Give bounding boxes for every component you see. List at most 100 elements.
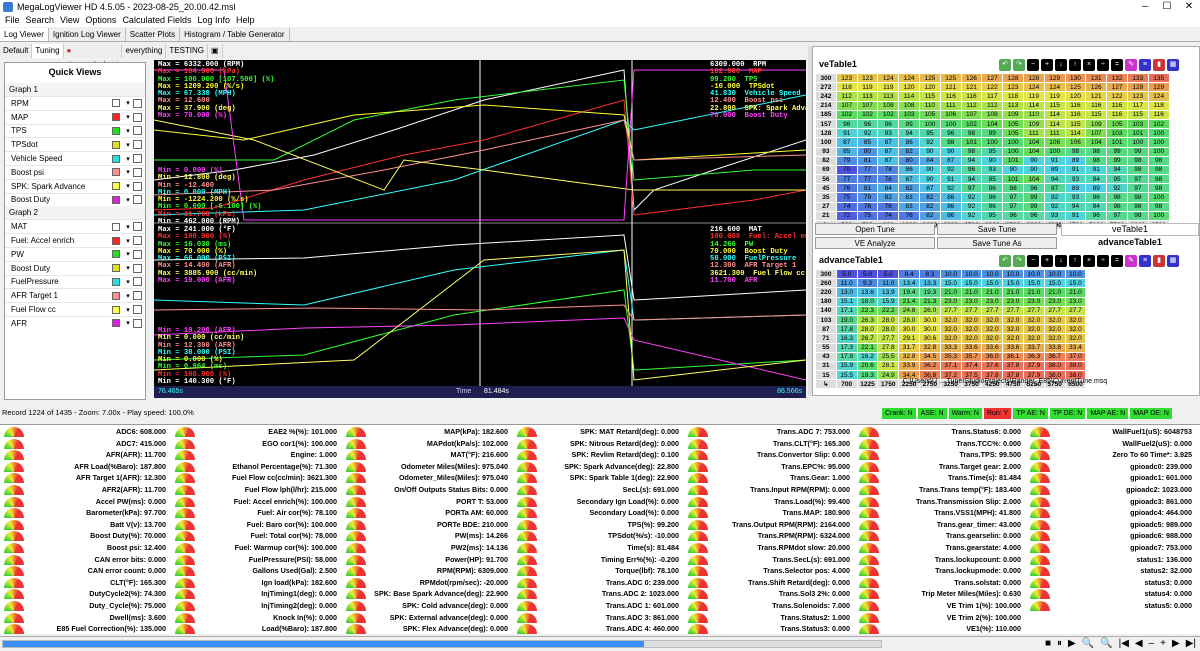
- gauge-row[interactable]: Trans.Selector pos: 4.000: [684, 565, 852, 577]
- table-cell[interactable]: 10.0: [1002, 268, 1024, 280]
- table-icon[interactable]: ▦: [1167, 255, 1179, 267]
- gauge-row[interactable]: Trans.RPMdot slow: 20.000: [684, 542, 852, 554]
- table-cell[interactable]: 32.0: [1022, 324, 1045, 335]
- gauge-row[interactable]: Duty_Cycle(%): 75.000: [0, 600, 168, 612]
- table-cell[interactable]: 117: [1126, 100, 1149, 111]
- table-cell[interactable]: 23.0: [1002, 296, 1024, 307]
- gauge-row[interactable]: MAP(kPa): 182.600: [342, 426, 510, 438]
- gauge-row[interactable]: status3: 0.000: [1026, 577, 1194, 589]
- tab-histogram[interactable]: Histogram / Table Generator: [180, 28, 290, 41]
- chevron-down-icon[interactable]: ▾: [126, 306, 130, 314]
- table-cell[interactable]: 28.0: [856, 324, 879, 335]
- gauge-row[interactable]: Trans.TPS: 99.500: [855, 449, 1023, 461]
- table-cell[interactable]: 92: [1106, 183, 1128, 194]
- table-cell[interactable]: 105: [1002, 118, 1024, 130]
- table-cell[interactable]: 15.0: [1043, 278, 1066, 289]
- table-cell[interactable]: 20.6: [856, 360, 879, 372]
- table-cell[interactable]: 96: [1085, 192, 1108, 203]
- table-cell[interactable]: 89: [1064, 155, 1087, 166]
- gauge-row[interactable]: gpioadc1: 601.000: [1026, 472, 1194, 484]
- zoom-plus-icon[interactable]: +: [1160, 638, 1166, 649]
- table-cell[interactable]: 82: [898, 146, 920, 157]
- table-cell[interactable]: 23.0: [939, 296, 962, 307]
- table-cell[interactable]: 95: [981, 146, 1004, 157]
- gauge-row[interactable]: Trans.Time(s): 81.484: [855, 472, 1023, 484]
- graph-canvas[interactable]: [154, 60, 806, 398]
- table-cell[interactable]: 21.4: [898, 296, 920, 307]
- gauge-row[interactable]: Power(HP): 91.700: [342, 554, 510, 566]
- field-checkbox[interactable]: [133, 263, 142, 273]
- table-cell[interactable]: 87: [877, 155, 900, 166]
- gauge-row[interactable]: TPS(%): 99.200: [513, 519, 681, 531]
- table-cell[interactable]: 15.9: [835, 360, 858, 372]
- field-checkbox[interactable]: [133, 318, 142, 328]
- table-cell[interactable]: 32.0: [960, 324, 983, 335]
- table-cell[interactable]: 33.7: [1022, 342, 1045, 353]
- gauge-row[interactable]: Trans.Output RPM(RPM): 2164.000: [684, 519, 852, 531]
- table-cell[interactable]: 32.0: [1064, 333, 1087, 344]
- table-cell[interactable]: 104: [1022, 174, 1045, 185]
- table-cell[interactable]: 32.0: [960, 314, 983, 326]
- ve-table[interactable]: 300 123 123 124 124 125 125 126 127 128 128 129 130 1…: [815, 72, 1170, 231]
- table-cell[interactable]: 99: [981, 128, 1004, 139]
- gauge-row[interactable]: SPK: External advance(deg): 0.000: [342, 612, 510, 624]
- table-cell[interactable]: 25.5: [877, 351, 900, 362]
- table-cell[interactable]: 91: [1043, 155, 1066, 166]
- table-cell[interactable]: 90: [1022, 155, 1045, 166]
- table-cell[interactable]: 98: [1085, 146, 1108, 157]
- gauge-row[interactable]: WallFuel2(uS): 0.000: [1026, 438, 1194, 450]
- table-cell[interactable]: 104: [1022, 146, 1045, 157]
- table-cell[interactable]: 90: [918, 146, 941, 157]
- table-cell[interactable]: 31.7: [898, 342, 920, 353]
- table-cell[interactable]: 79: [835, 155, 858, 166]
- gauge-row[interactable]: AFR Load(%Baro): 187.800: [0, 461, 168, 473]
- table-cell[interactable]: 76: [856, 201, 879, 212]
- table-cell[interactable]: 28.1: [877, 360, 900, 372]
- table-cell[interactable]: 91: [939, 174, 962, 185]
- gauge-row[interactable]: Trip Meter Miles(Miles): 0.630: [855, 588, 1023, 600]
- gauge-row[interactable]: Trans.ADC 4: 460.000: [513, 623, 681, 634]
- table-cell[interactable]: 127: [981, 72, 1004, 84]
- table-cell[interactable]: 114: [1022, 100, 1045, 111]
- table-cell[interactable]: 116: [1085, 100, 1108, 111]
- table-cell[interactable]: 96: [877, 118, 900, 130]
- gauge-row[interactable]: gpioadc5: 989.000: [1026, 519, 1194, 531]
- table-cell[interactable]: 82: [898, 183, 920, 194]
- table-cell[interactable]: 94: [1085, 174, 1108, 185]
- zoom-minus-icon[interactable]: –: [1148, 638, 1155, 649]
- table-cell[interactable]: 27.7: [960, 305, 983, 316]
- color-swatch[interactable]: [112, 222, 120, 231]
- table-cell[interactable]: 100: [1147, 137, 1170, 148]
- table-cell[interactable]: 33.9: [898, 360, 920, 372]
- table-cell[interactable]: 112: [835, 91, 858, 102]
- table-cell[interactable]: 32.0: [960, 333, 983, 344]
- table-cell[interactable]: 129: [1043, 72, 1066, 84]
- save-tune-button[interactable]: Save Tune: [937, 223, 1057, 235]
- gauge-row[interactable]: status4: 0.000: [1026, 588, 1194, 600]
- graph-icon[interactable]: ▮: [1153, 255, 1165, 267]
- gauge-row[interactable]: E85 Fuel Correction(%): 135.000: [0, 623, 168, 634]
- table-cell[interactable]: 98: [1147, 155, 1170, 166]
- table-cell[interactable]: 96: [981, 201, 1004, 212]
- gauge-row[interactable]: MAT(°F): 216.600: [342, 449, 510, 461]
- table-cell[interactable]: 30.0: [918, 324, 941, 335]
- table-cell[interactable]: 15.0: [1002, 278, 1024, 289]
- table-cell[interactable]: 33.4: [1064, 342, 1087, 353]
- gauge-row[interactable]: gpioadc4: 464.000: [1026, 507, 1194, 519]
- menu-search[interactable]: Search: [25, 15, 55, 25]
- color-swatch[interactable]: [112, 277, 120, 286]
- gauge-row[interactable]: SPK: Base Spark Advance(deg): 22.900: [342, 588, 510, 600]
- table-cell[interactable]: 87: [835, 137, 858, 148]
- menu-view[interactable]: View: [60, 15, 80, 25]
- table-cell[interactable]: 80: [856, 146, 879, 157]
- gauge-row[interactable]: RPM(RPM): 6309.000: [342, 565, 510, 577]
- gauge-row[interactable]: Timing Err%(%): -0.200: [513, 554, 681, 566]
- table-cell[interactable]: 104: [1022, 137, 1045, 148]
- table-cell[interactable]: 132: [1106, 72, 1128, 84]
- table-cell[interactable]: 119: [877, 82, 900, 93]
- gauge-row[interactable]: PORTa AM: 60.000: [342, 507, 510, 519]
- table-cell[interactable]: 118: [1002, 91, 1024, 102]
- gauge-row[interactable]: Trans.Status2: 1.000: [684, 612, 852, 624]
- table-cell[interactable]: 21.0: [1002, 287, 1024, 298]
- quick-view-field[interactable]: PW ▾: [5, 246, 145, 261]
